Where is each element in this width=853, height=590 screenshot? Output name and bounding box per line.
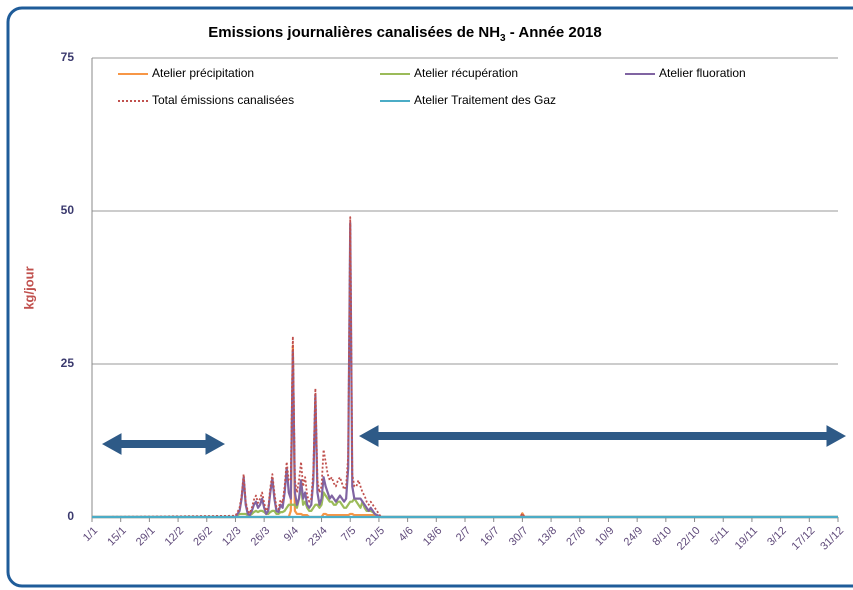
arrowhead — [826, 425, 847, 447]
legend-label: Atelier précipitation — [152, 66, 254, 80]
legend-label: Atelier fluoration — [659, 66, 746, 80]
arrowhead — [101, 433, 122, 455]
arrows — [101, 425, 847, 455]
series-line — [91, 216, 838, 518]
arrowhead — [205, 433, 226, 455]
plot — [91, 216, 838, 519]
title-text: Emissions journalières canalisées de NH — [208, 24, 500, 41]
legend-label: Atelier Traitement des Gaz — [414, 93, 556, 107]
legend-label: Atelier récupération — [414, 66, 518, 80]
title-suffix: - Année 2018 — [506, 24, 602, 41]
chart-title: Emissions journalières canalisées de NH3… — [208, 24, 602, 44]
legend-label: Total émissions canalisées — [152, 93, 294, 107]
series-line — [92, 222, 838, 519]
y-tick-label: 75 — [61, 50, 75, 64]
y-tick-label: 0 — [67, 509, 74, 523]
y-tick-label: 50 — [61, 203, 75, 217]
y-axis-label: kg/jour — [21, 266, 36, 309]
y-tick-label: 25 — [61, 356, 75, 370]
title-subscript: 3 — [500, 33, 506, 44]
arrowhead — [358, 425, 379, 447]
legend: Atelier précipitation Atelier récupératio… — [118, 66, 746, 107]
